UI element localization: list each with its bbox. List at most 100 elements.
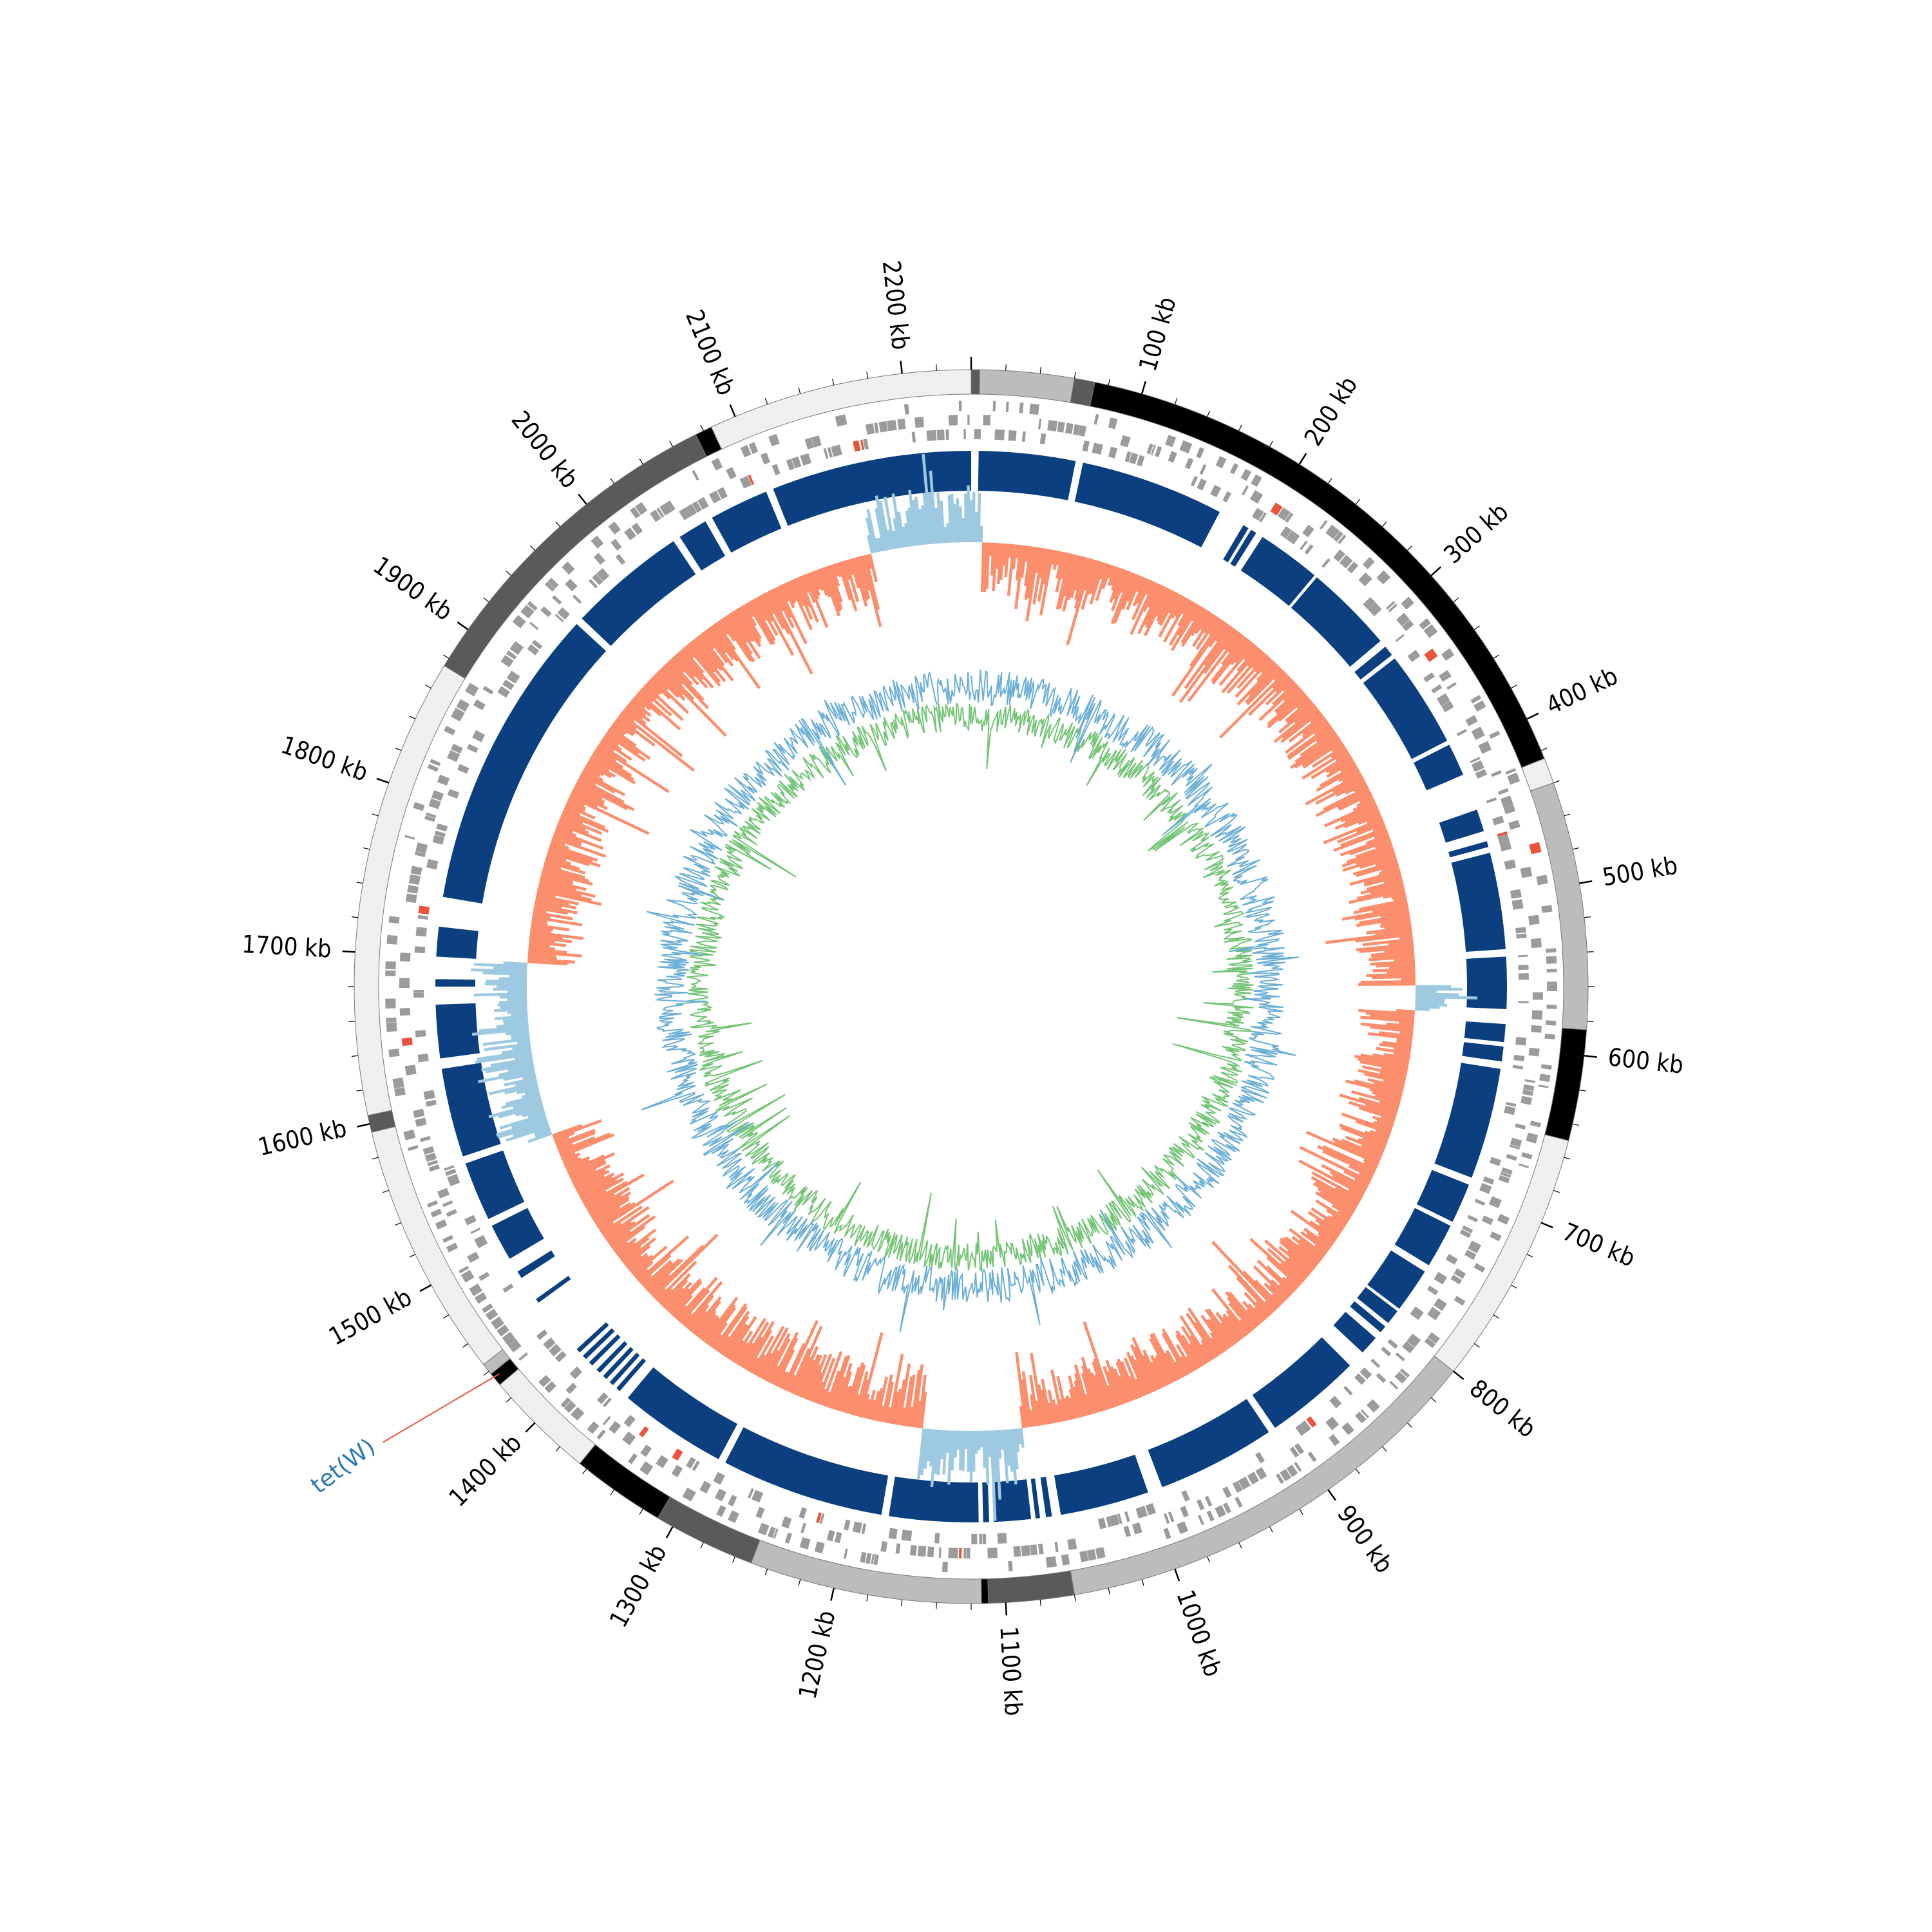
major-tick xyxy=(1579,880,1593,884)
gene-feature xyxy=(1499,840,1512,851)
gene-feature xyxy=(1277,507,1291,521)
skew-negative xyxy=(1267,691,1305,726)
skew-negative xyxy=(652,1233,719,1299)
skew-negative xyxy=(627,703,651,723)
minor-tick xyxy=(639,1508,643,1515)
skew-negative xyxy=(1340,761,1356,773)
gene-feature xyxy=(497,686,510,698)
skew-negative xyxy=(1314,1180,1359,1208)
skew-negative xyxy=(659,1273,692,1305)
skew-negative xyxy=(575,781,629,811)
gene-feature xyxy=(560,1397,571,1408)
skew-negative xyxy=(1158,594,1183,638)
major-tick xyxy=(1174,1568,1180,1582)
skew-negative xyxy=(1056,1376,1069,1421)
gene-feature xyxy=(904,404,909,415)
alignment-block xyxy=(1291,577,1381,667)
skew-negative xyxy=(1168,593,1181,614)
skew-negative xyxy=(737,607,762,643)
skew-negative xyxy=(1110,566,1120,586)
skew-negative xyxy=(1315,1191,1354,1216)
gene-feature xyxy=(1190,475,1198,487)
skew-negative xyxy=(1381,1066,1408,1075)
skew-negative xyxy=(797,1359,816,1397)
gene-feature xyxy=(994,429,1005,440)
skew-negative xyxy=(1032,547,1045,605)
skew-negative xyxy=(654,673,679,698)
skew-negative xyxy=(775,1349,795,1387)
gene-feature xyxy=(1478,741,1492,754)
skew-negative xyxy=(1247,1303,1265,1323)
skew-negative xyxy=(595,1202,631,1227)
gene-feature xyxy=(1097,1517,1106,1530)
skew-positive xyxy=(485,1062,534,1074)
gene-feature xyxy=(459,1265,469,1274)
skew-negative xyxy=(1149,1333,1177,1383)
skew-negative xyxy=(697,1314,717,1338)
major-tick xyxy=(376,777,390,784)
skew-negative xyxy=(1355,850,1396,866)
gene-feature xyxy=(623,1414,636,1428)
skew-negative xyxy=(560,815,602,835)
skew-negative xyxy=(1376,1046,1411,1056)
minor-tick xyxy=(1564,1157,1571,1160)
skew-negative xyxy=(1227,1264,1274,1314)
skew-positive xyxy=(496,1117,548,1137)
skew-negative xyxy=(586,761,612,779)
skew-negative xyxy=(1209,1332,1226,1353)
gene-feature xyxy=(430,759,441,766)
skew-negative xyxy=(685,1294,715,1329)
gene-feature xyxy=(635,502,648,515)
gene-feature xyxy=(615,554,626,565)
gene-feature xyxy=(436,823,448,832)
minor-tick xyxy=(1572,1123,1579,1126)
gene-feature xyxy=(1299,1420,1311,1434)
gene-feature xyxy=(1275,1473,1284,1484)
skew-negative xyxy=(739,605,762,640)
gene-feature xyxy=(446,1242,459,1253)
skew-positive xyxy=(875,538,882,553)
skew-negative xyxy=(612,722,628,735)
gene-feature xyxy=(1329,1434,1340,1446)
skew-negative xyxy=(1284,699,1312,723)
skew-negative xyxy=(1056,551,1062,566)
skew-positive xyxy=(987,1430,991,1457)
gene-feature xyxy=(1078,425,1087,437)
skew-negative xyxy=(1379,1043,1412,1050)
alignment-block xyxy=(773,451,971,526)
skew-negative xyxy=(1315,1199,1350,1222)
skew-negative xyxy=(583,1180,628,1208)
skew-negative xyxy=(1144,585,1166,626)
gene-feature xyxy=(557,607,570,620)
alignment-block xyxy=(1230,529,1256,567)
skew-negative xyxy=(861,555,882,627)
minor-tick xyxy=(1381,521,1387,527)
gene-feature xyxy=(1503,804,1516,815)
gene-feature xyxy=(1215,1504,1226,1518)
skew-negative xyxy=(556,1131,596,1149)
skew-negative xyxy=(822,566,842,612)
gene-feature xyxy=(1426,1285,1439,1296)
skew-negative xyxy=(670,1280,703,1316)
skew-negative xyxy=(560,1133,614,1159)
gene-feature xyxy=(548,1343,562,1357)
skew-negative xyxy=(989,542,993,556)
gene-feature xyxy=(1431,684,1443,694)
skew-negative xyxy=(1313,722,1331,736)
skew-negative xyxy=(802,1354,822,1399)
skew-negative xyxy=(797,576,819,623)
gene-feature xyxy=(437,1188,448,1195)
skew-negative xyxy=(1346,845,1394,864)
gene-feature xyxy=(987,1548,998,1558)
skew-negative xyxy=(1110,567,1122,591)
minor-tick xyxy=(700,424,704,431)
gene-feature xyxy=(1108,1514,1120,1527)
skew-negative xyxy=(535,900,562,909)
skew-negative xyxy=(770,1331,799,1385)
skew-negative xyxy=(832,564,840,577)
gene-feature xyxy=(1086,1549,1097,1561)
skew-negative xyxy=(1290,1209,1336,1243)
skew-negative xyxy=(1369,1088,1402,1099)
minor-tick xyxy=(506,1397,512,1403)
skew-negative xyxy=(559,817,587,831)
